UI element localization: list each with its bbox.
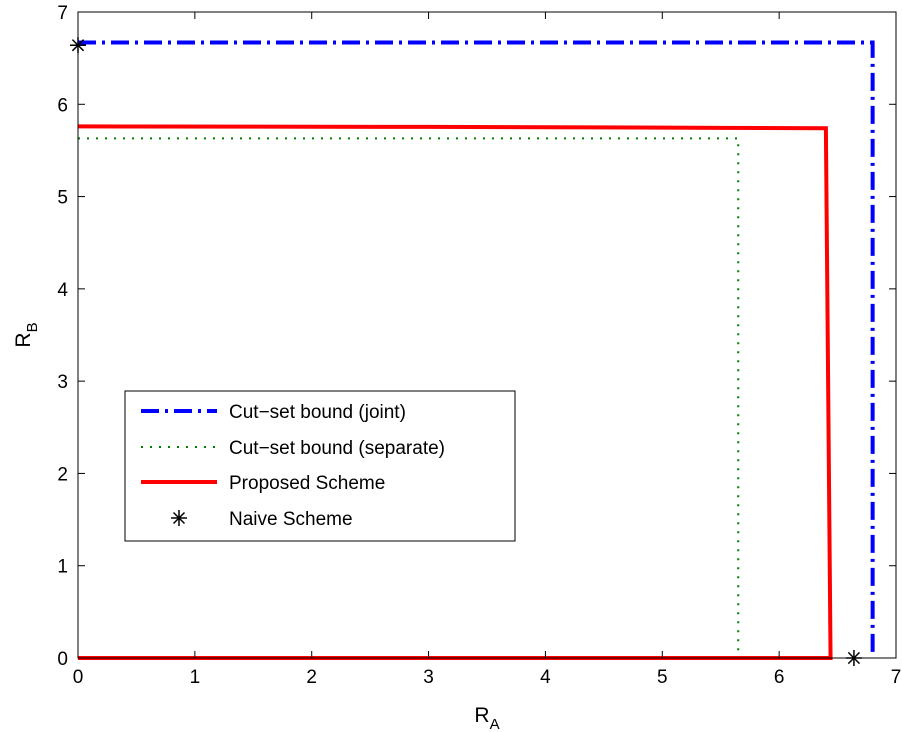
- y-axis-label: RB: [12, 322, 41, 347]
- legend-entry-naive: Naive Scheme: [171, 509, 353, 530]
- y-tick-label-3: 3: [57, 372, 68, 393]
- y-tick-label-5: 5: [57, 188, 68, 209]
- x-tick-label-2: 2: [306, 667, 317, 688]
- legend-label-proposed: Proposed Scheme: [229, 473, 385, 494]
- x-tick-label-1: 1: [190, 667, 201, 688]
- legend: Cut−set bound (joint) Cut−set bound (sep…: [124, 390, 516, 542]
- plot-area: [78, 12, 896, 658]
- legend-label-separate: Cut−set bound (separate): [229, 438, 445, 459]
- tick-layer: 0 1 2 3 4 5 6 7 0 1 2 3 4 5 6 7: [57, 3, 901, 688]
- x-tick-label-6: 6: [774, 667, 785, 688]
- legend-label-joint: Cut−set bound (joint): [229, 402, 406, 423]
- x-tick-label-0: 0: [73, 667, 84, 688]
- y-tick-label-7: 7: [57, 3, 68, 24]
- x-tick-label-3: 3: [423, 667, 434, 688]
- y-tick-label-6: 6: [57, 95, 68, 116]
- x-tick-label-5: 5: [657, 667, 668, 688]
- y-tick-label-1: 1: [57, 557, 68, 578]
- y-tick-label-0: 0: [57, 649, 68, 670]
- legend-entry-proposed: Proposed Scheme: [141, 473, 385, 494]
- legend-swatch-naive-asterisk-icon: [171, 510, 187, 526]
- x-tick-label-7: 7: [891, 667, 902, 688]
- series-0-line: [78, 40, 875, 658]
- y-tick-label-2: 2: [57, 464, 68, 485]
- y-tick-label-4: 4: [57, 280, 68, 301]
- legend-label-naive: Naive Scheme: [229, 509, 353, 530]
- x-axis-label: RA: [474, 704, 499, 732]
- plot-frame: [77, 11, 897, 659]
- legend-entry-joint: Cut−set bound (joint): [141, 402, 406, 423]
- legend-entry-separate: Cut−set bound (separate): [141, 438, 445, 459]
- legend-box: [124, 390, 516, 542]
- x-tick-label-4: 4: [540, 667, 551, 688]
